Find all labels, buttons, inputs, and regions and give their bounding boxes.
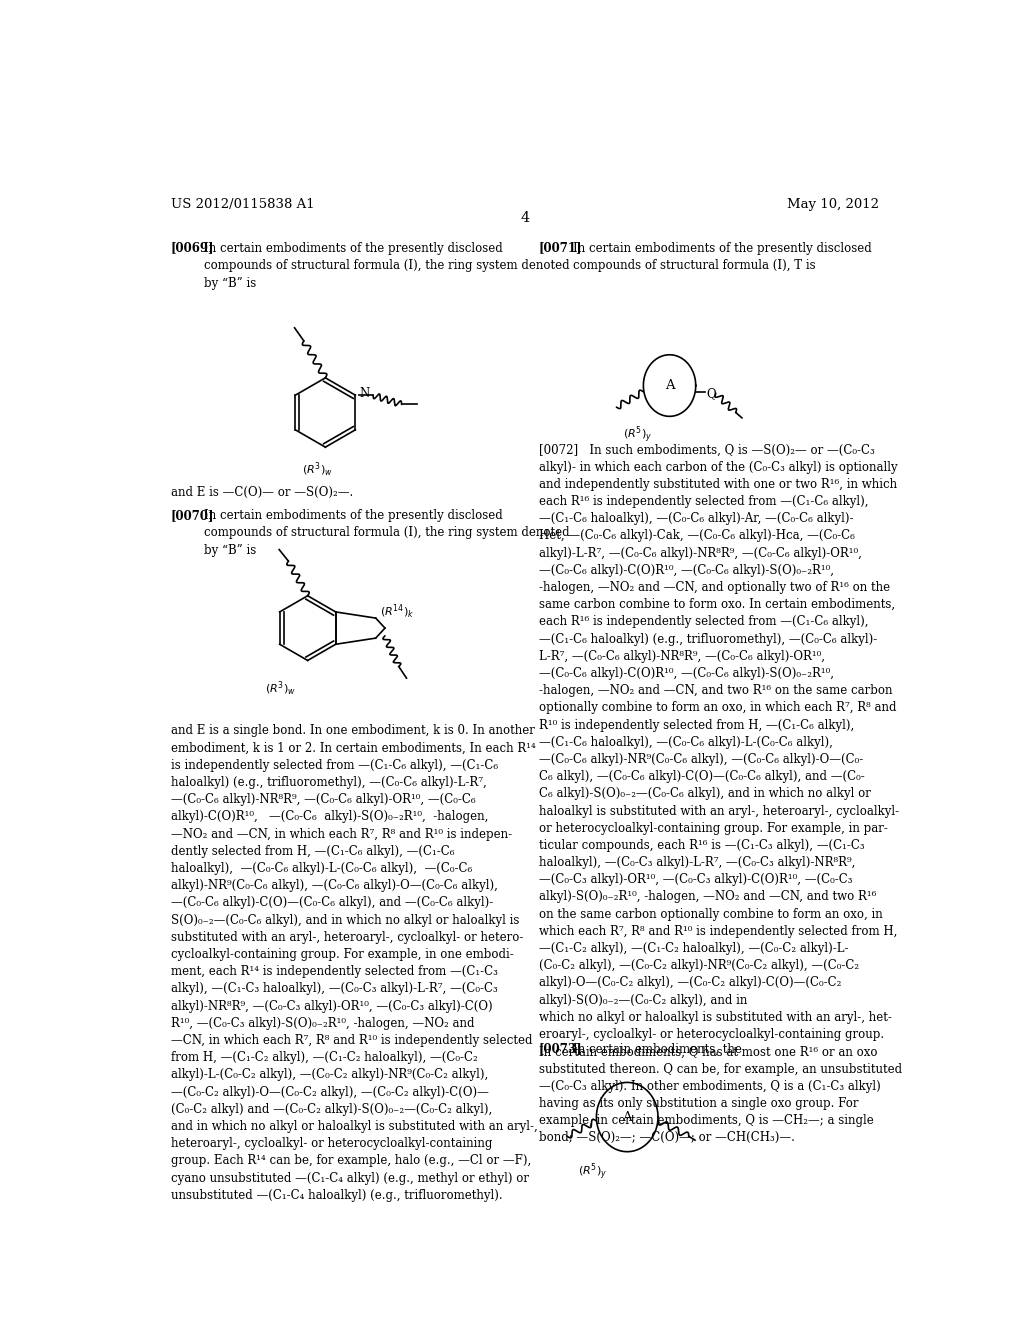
Text: [0071]: [0071] xyxy=(539,242,583,255)
Text: In certain embodiments of the presently disclosed
compounds of structural formul: In certain embodiments of the presently … xyxy=(205,242,570,289)
Text: $(R^3)_w$: $(R^3)_w$ xyxy=(265,680,296,698)
Text: [0073]: [0073] xyxy=(539,1043,583,1056)
Text: 4: 4 xyxy=(520,211,529,224)
Text: A: A xyxy=(665,379,675,392)
Text: Q: Q xyxy=(707,387,716,400)
Text: $(R^{14})_k$: $(R^{14})_k$ xyxy=(380,603,415,620)
Text: N: N xyxy=(359,387,370,400)
Text: In certain embodiments, the: In certain embodiments, the xyxy=(572,1043,741,1056)
Text: [0070]: [0070] xyxy=(171,508,214,521)
Text: $(R^3)_w$: $(R^3)_w$ xyxy=(302,461,333,479)
Text: and E is —C(O)— or —S(O)₂—.: and E is —C(O)— or —S(O)₂—. xyxy=(171,486,353,499)
Text: May 10, 2012: May 10, 2012 xyxy=(787,198,879,211)
Text: [0072]   In such embodiments, Q is —S(O)₂— or —(C₀-C₃
alkyl)- in which each carb: [0072] In such embodiments, Q is —S(O)₂—… xyxy=(539,444,902,1144)
Text: In certain embodiments of the presently disclosed
compounds of structural formul: In certain embodiments of the presently … xyxy=(205,508,570,557)
Text: [0069]: [0069] xyxy=(171,242,214,255)
Text: US 2012/0115838 A1: US 2012/0115838 A1 xyxy=(171,198,314,211)
Text: $(R^5)_y$: $(R^5)_y$ xyxy=(578,1162,607,1181)
Text: $(R^5)_y$: $(R^5)_y$ xyxy=(623,424,652,445)
Text: In certain embodiments of the presently disclosed
compounds of structural formul: In certain embodiments of the presently … xyxy=(572,242,871,272)
Text: A: A xyxy=(623,1110,632,1123)
Text: and E is a single bond. In one embodiment, k is 0. In another
embodiment, k is 1: and E is a single bond. In one embodimen… xyxy=(171,725,538,1201)
